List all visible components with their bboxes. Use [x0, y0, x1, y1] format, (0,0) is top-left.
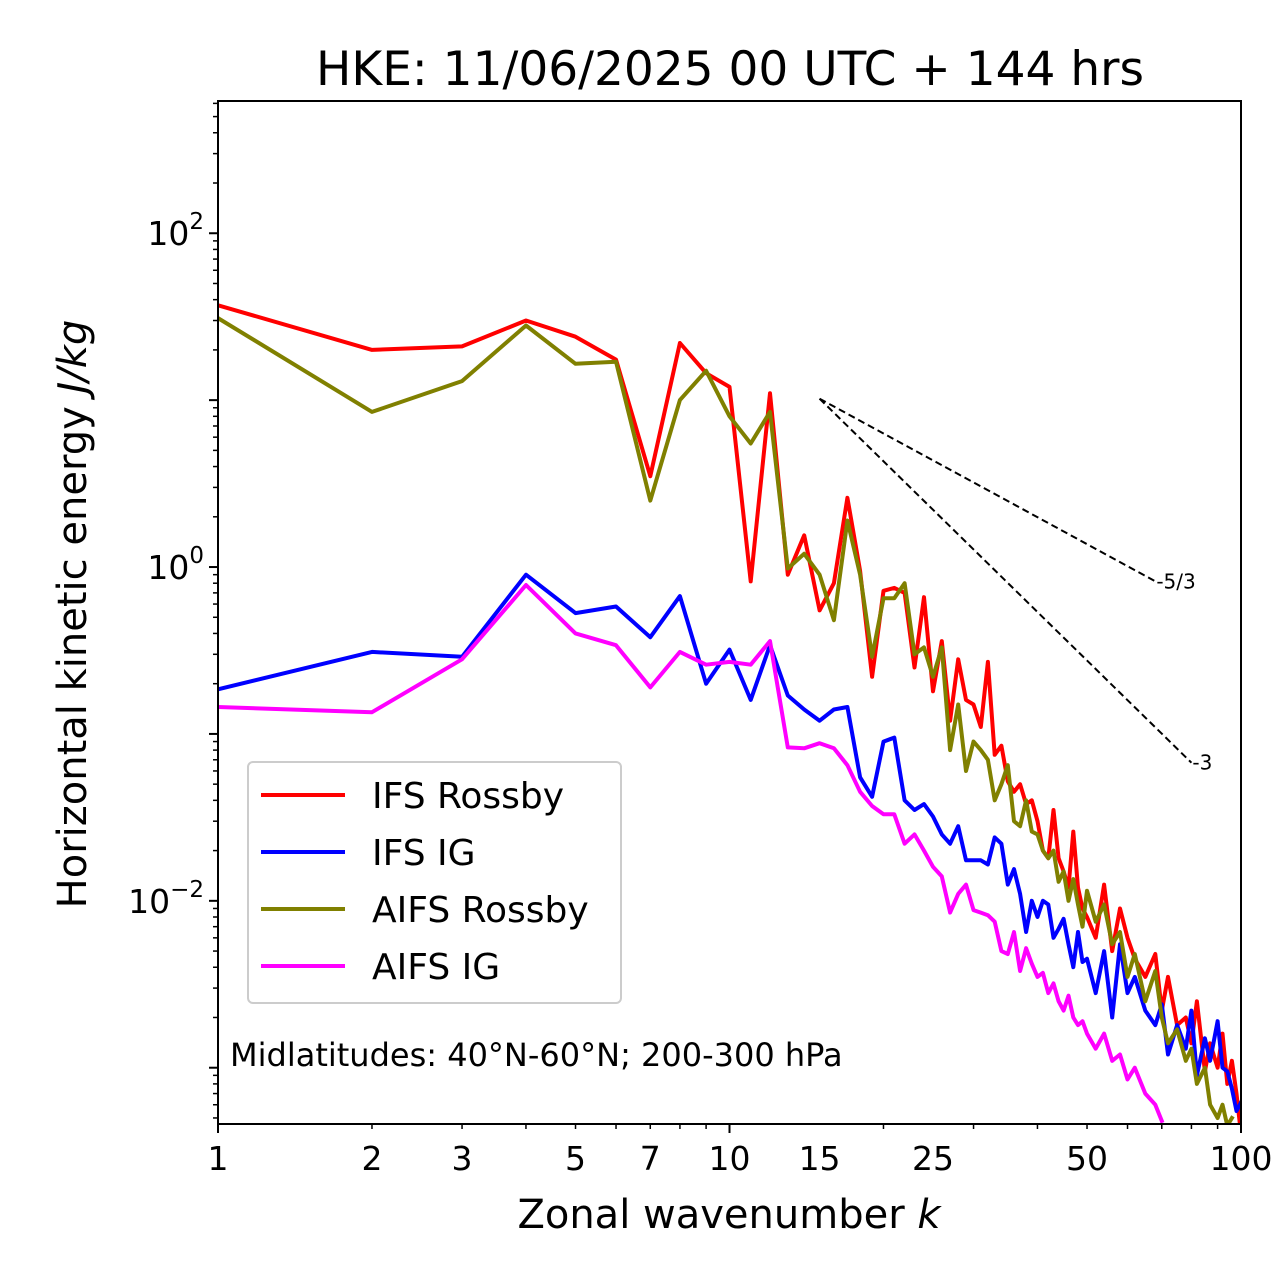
x-tick-label: 5	[565, 1139, 586, 1178]
x-tick-label: 25	[912, 1139, 954, 1178]
series-line-aifs-ig	[218, 583, 1165, 1124]
legend-label-ifs-rossby: IFS Rossby	[372, 776, 564, 817]
region-annotation: Midlatitudes: 40°N-60°N; 200-300 hPa	[230, 1036, 843, 1074]
series-group	[218, 303, 1241, 1124]
legend-box	[247, 761, 622, 1004]
reference-slope-label: -5/3	[1156, 569, 1195, 593]
y-tick-label: 102	[147, 209, 204, 253]
x-tick-label: 15	[799, 1139, 841, 1178]
reference-slope-line	[819, 397, 1156, 583]
legend-label-ifs-ig: IFS IG	[372, 833, 476, 874]
reference-slope-line	[818, 397, 1193, 764]
slope-labels: -5/3 -3	[1156, 569, 1212, 774]
x-tick-label: 100	[1210, 1139, 1273, 1178]
reference-slopes	[818, 397, 1193, 764]
tick-labels: 1 2 3 5 7 10 15 25 50 100 102 100 10−2	[128, 209, 1272, 1178]
reference-slope-label: -3	[1192, 751, 1212, 775]
x-tick-label: 3	[452, 1139, 473, 1178]
series-line-aifs-rossby	[218, 315, 1235, 1124]
legend: IFS Rossby IFS IG AIFS Rossby AIFS IG	[247, 761, 622, 1004]
y-tick-label: 10−2	[128, 877, 204, 921]
y-axis-label: Horizontal kinetic energy J/kg	[50, 320, 96, 909]
series-line-ifs-ig	[218, 572, 1241, 1113]
legend-label-aifs-ig: AIFS IG	[372, 947, 500, 988]
x-tick-label: 50	[1066, 1139, 1108, 1178]
y-tick-label: 100	[147, 543, 204, 587]
chart-title: HKE: 11/06/2025 00 UTC + 144 hrs	[316, 42, 1144, 97]
plot-frame	[217, 100, 1242, 1125]
legend-label-aifs-rossby: AIFS Rossby	[372, 890, 589, 931]
x-axis-label: Zonal wavenumber k	[517, 1192, 942, 1238]
x-tick-label: 10	[709, 1139, 751, 1178]
x-tick-label: 7	[640, 1139, 661, 1178]
x-tick-label: 2	[361, 1139, 382, 1178]
x-tick-label: 1	[208, 1139, 229, 1178]
